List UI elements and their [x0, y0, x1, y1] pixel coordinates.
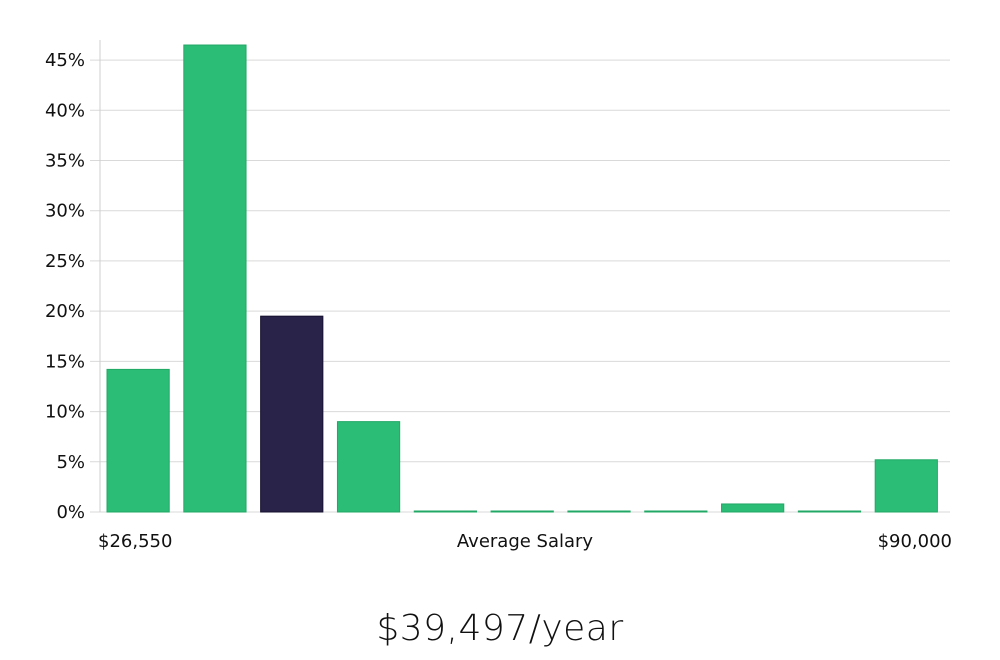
bar: [183, 44, 247, 513]
y-tick-label: 5%: [56, 452, 85, 473]
y-axis-ticks: 0% 5% 10% 15% 20% 25% 30% 35% 40% 45%: [45, 50, 85, 523]
y-tick-label: 10%: [45, 402, 85, 423]
y-tick-label: 25%: [45, 251, 85, 272]
y-tick-label: 35%: [45, 151, 85, 172]
y-tick-label: 0%: [56, 502, 85, 523]
bar: [797, 510, 862, 513]
average-salary-value: $39,497/year: [376, 608, 624, 649]
bar: [567, 510, 631, 513]
bar: [490, 510, 554, 513]
y-tick-label: 45%: [45, 50, 85, 71]
y-tick-label: 20%: [45, 301, 85, 322]
x-axis-min-label: $26,550: [98, 531, 172, 552]
y-tick-label: 30%: [45, 201, 85, 222]
bar: [721, 503, 785, 513]
bar: [413, 510, 477, 513]
x-axis-title: Average Salary: [457, 531, 594, 552]
x-axis-max-label: $90,000: [878, 531, 952, 552]
bars: [106, 44, 938, 513]
y-tick-label: 40%: [45, 100, 85, 121]
bar: [874, 459, 938, 513]
y-tick-label: 15%: [45, 351, 85, 372]
bar-highlighted: [260, 315, 324, 513]
salary-histogram-chart: 0% 5% 10% 15% 20% 25% 30% 35% 40% 45% $26,550 Ave…: [45, 40, 952, 552]
bar: [336, 421, 401, 513]
bar: [106, 368, 170, 513]
bar: [644, 510, 708, 513]
